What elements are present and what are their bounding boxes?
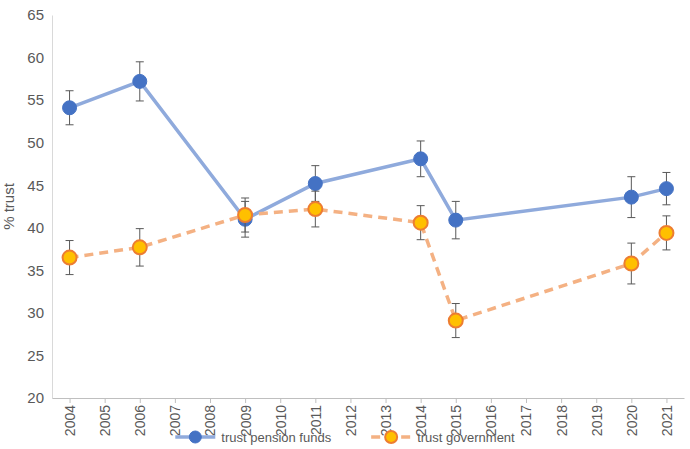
marker [624, 190, 638, 204]
x-tick-mark [315, 398, 316, 403]
legend: trust pension funds trust government [175, 430, 515, 445]
y-tick: 40 [27, 219, 52, 236]
x-tick-mark [491, 398, 492, 403]
x-tick-mark [666, 398, 667, 403]
x-tick-mark [526, 398, 527, 403]
marker [449, 314, 463, 328]
y-tick: 20 [27, 389, 52, 406]
x-tick-label: 2008 [202, 405, 218, 436]
y-tick-label: 65 [27, 6, 44, 23]
x-tick-mark [561, 398, 562, 403]
x-tick-mark [175, 398, 176, 403]
x-tick: 2007 [167, 398, 183, 436]
y-tick-label: 35 [27, 262, 44, 279]
marker [414, 152, 428, 166]
x-tick: 2019 [589, 398, 605, 436]
marker [624, 257, 638, 271]
x-tick-label: 2007 [167, 405, 183, 436]
x-axis-line [53, 398, 685, 399]
y-tick-label: 40 [27, 219, 44, 236]
marker [659, 226, 673, 240]
y-tick: 55 [27, 91, 52, 108]
y-tick: 65 [27, 6, 52, 23]
x-tick-label: 2006 [132, 405, 148, 436]
x-tick: 2005 [97, 398, 113, 436]
x-tick-mark [140, 398, 141, 403]
x-tick-mark [456, 398, 457, 403]
x-tick: 2008 [202, 398, 218, 436]
x-tick: 2012 [343, 398, 359, 436]
x-tick: 2020 [624, 398, 640, 436]
marker [133, 74, 147, 88]
legend-item: trust pension funds [175, 430, 331, 445]
y-axis: 20 25 30 35 40 45 50 55 60 65 [27, 6, 52, 406]
legend-marker [189, 431, 201, 443]
x-tick-mark [596, 398, 597, 403]
plot-area [63, 62, 674, 338]
x-tick-mark [105, 398, 106, 403]
x-tick-label: 2017 [518, 405, 534, 436]
legend-marker [385, 431, 397, 443]
x-tick-mark [70, 398, 71, 403]
marker [414, 216, 428, 230]
x-tick-label: 2021 [659, 405, 675, 436]
x-tick: 2017 [518, 398, 534, 436]
marker [63, 251, 77, 265]
x-tick: 2004 [62, 398, 78, 436]
chart: 20 25 30 35 40 45 50 55 60 65 2004 2005 2006 2007 2008… [0, 0, 690, 449]
y-tick-label: 60 [27, 49, 44, 66]
marker [133, 240, 147, 254]
x-tick: 2018 [554, 398, 570, 436]
legend-item: trust government [371, 430, 515, 445]
marker [238, 208, 252, 222]
x-tick-mark [386, 398, 387, 403]
x-tick-label: 2020 [624, 405, 640, 436]
y-tick: 35 [27, 262, 52, 279]
y-tick: 60 [27, 49, 52, 66]
y-tick-label: 25 [27, 347, 44, 364]
y-tick-label: 55 [27, 91, 44, 108]
y-tick: 25 [27, 347, 52, 364]
marker [449, 213, 463, 227]
x-tick-label: 2018 [554, 405, 570, 436]
x-tick-label: 2012 [343, 405, 359, 436]
legend-label: trust pension funds [221, 430, 331, 445]
series-line [70, 209, 667, 320]
y-tick-label: 30 [27, 304, 44, 321]
x-tick-mark [350, 398, 351, 403]
x-axis: 2004200520062007200820092010201120122013… [53, 398, 685, 436]
marker [308, 202, 322, 216]
x-tick: 2021 [659, 398, 675, 436]
marker [308, 177, 322, 191]
y-axis-title: % trust [0, 182, 17, 230]
x-tick-mark [210, 398, 211, 403]
x-tick-mark [631, 398, 632, 403]
y-tick-label: 50 [27, 134, 44, 151]
y-tick-label: 20 [27, 389, 44, 406]
x-tick-mark [421, 398, 422, 403]
y-axis-line [52, 16, 53, 399]
x-tick-label: 2005 [97, 405, 113, 436]
legend-label: trust government [417, 430, 515, 445]
y-tick: 30 [27, 304, 52, 321]
y-tick: 45 [27, 177, 52, 194]
marker [659, 182, 673, 196]
x-tick-label: 2019 [589, 405, 605, 436]
marker [63, 101, 77, 115]
x-tick-mark [280, 398, 281, 403]
x-tick-mark [245, 398, 246, 403]
x-tick-label: 2004 [62, 405, 78, 436]
y-tick: 50 [27, 134, 52, 151]
y-tick-label: 45 [27, 177, 44, 194]
x-tick: 2006 [132, 398, 148, 436]
series-line [70, 81, 667, 220]
